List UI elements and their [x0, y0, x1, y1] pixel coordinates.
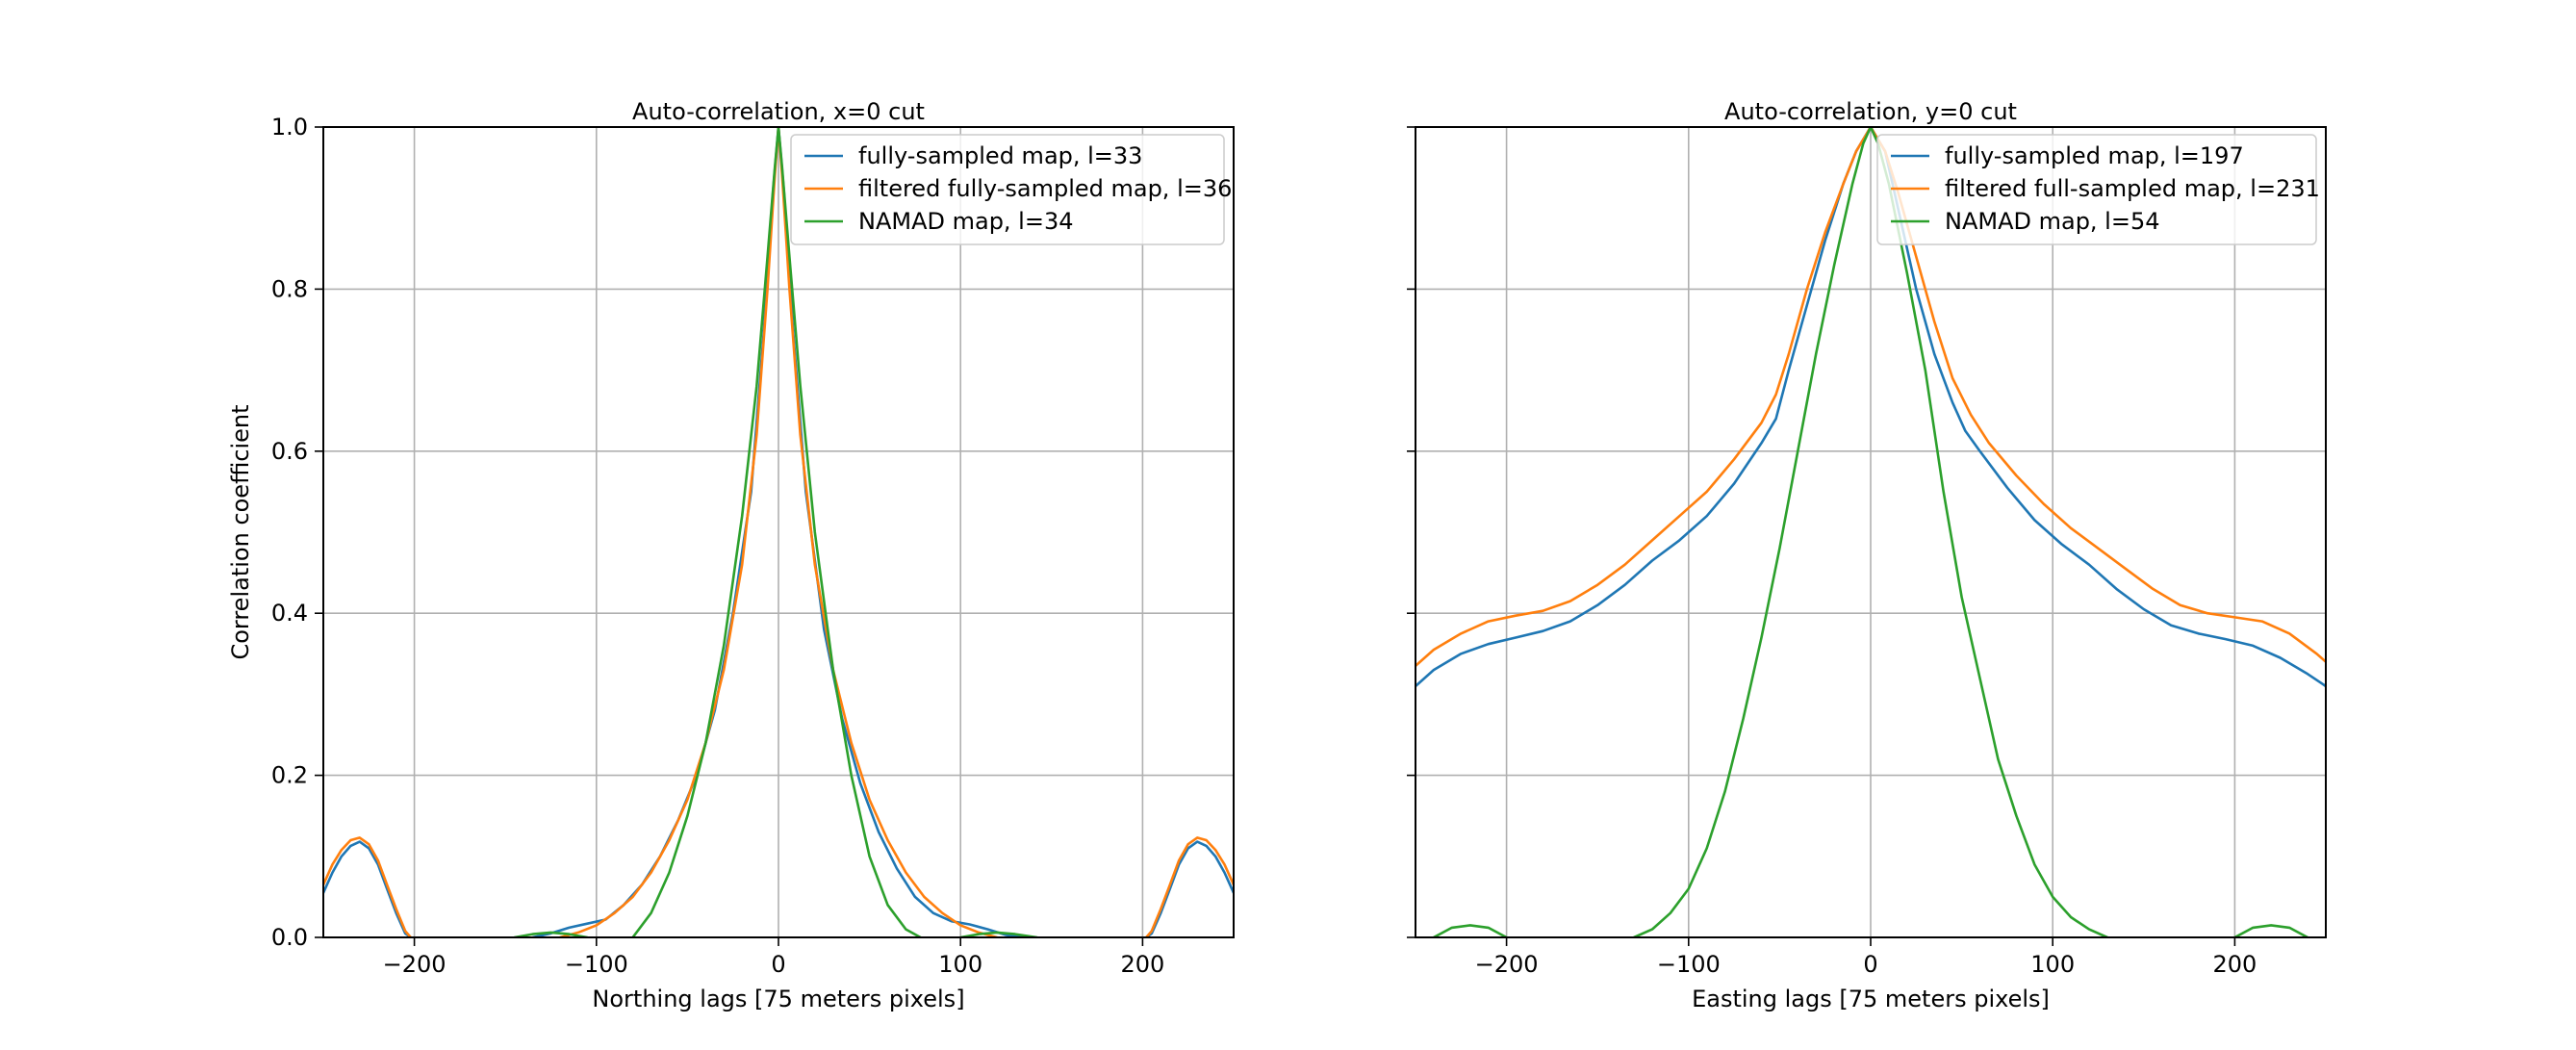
legend-label-1: fully-sampled map, l=197 [1945, 142, 2244, 169]
x-tick-label: −100 [565, 951, 628, 978]
x-tick-label: 0 [1863, 951, 1877, 978]
chart-2: −200 −100 0 100 200 Auto-correlation, y=0 cut… [1407, 98, 2327, 1012]
chart-title: Auto-correlation, x=0 cut [632, 98, 925, 125]
x-tick-label: 0 [771, 951, 785, 978]
plot-area [323, 127, 1234, 937]
legend-frame [1876, 134, 2317, 245]
series-line-3 [1432, 127, 2309, 937]
y-tick-label: 1.0 [271, 114, 308, 141]
legend: fully-sampled map, l=33 filtered fully-sa… [790, 134, 1232, 245]
y-tick-label: 0.8 [271, 275, 308, 302]
x-axis-label: Northing lags [75 meters pixels] [592, 986, 964, 1012]
series-line-2 [323, 127, 1234, 937]
x-tick-label: −100 [1657, 951, 1721, 978]
x-tick-label: 100 [938, 951, 982, 978]
legend-label-1: fully-sampled map, l=33 [858, 142, 1142, 169]
y-tick-label: 0.4 [271, 600, 308, 627]
chart-1: −200 −100 0 100 200 0.0 0.2 0.4 0.6 0.8 1.0 Auto-co… [227, 98, 1235, 1012]
legend-label-2: filtered fully-sampled map, l=36 [858, 175, 1232, 202]
legend-label-3: NAMAD map, l=54 [1945, 208, 2160, 235]
legend-label-3: NAMAD map, l=34 [858, 208, 1074, 235]
y-tick-label: 0.0 [271, 924, 308, 951]
legend: fully-sampled map, l=197 filtered full-sa… [1876, 134, 2320, 245]
x-axis-label: Easting lags [75 meters pixels] [1692, 986, 2050, 1012]
series-line-3 [513, 127, 1038, 937]
chart-title: Auto-correlation, y=0 cut [1724, 98, 2017, 125]
plot-area [1416, 127, 2326, 937]
series-line-2 [1416, 127, 2326, 668]
series-line-1 [1416, 127, 2326, 688]
y-axis-label: Correlation coefficient [227, 404, 254, 659]
x-tick-label: −200 [383, 951, 446, 978]
y-tick-label: 0.6 [271, 438, 308, 465]
x-tick-label: 100 [2030, 951, 2075, 978]
legend-frame [790, 134, 1225, 245]
x-tick-label: 200 [1120, 951, 1164, 978]
y-tick-label: 0.2 [271, 762, 308, 789]
x-tick-label: 200 [2212, 951, 2257, 978]
x-tick-label: −200 [1475, 951, 1539, 978]
legend-label-2: filtered full-sampled map, l=231 [1945, 175, 2320, 202]
